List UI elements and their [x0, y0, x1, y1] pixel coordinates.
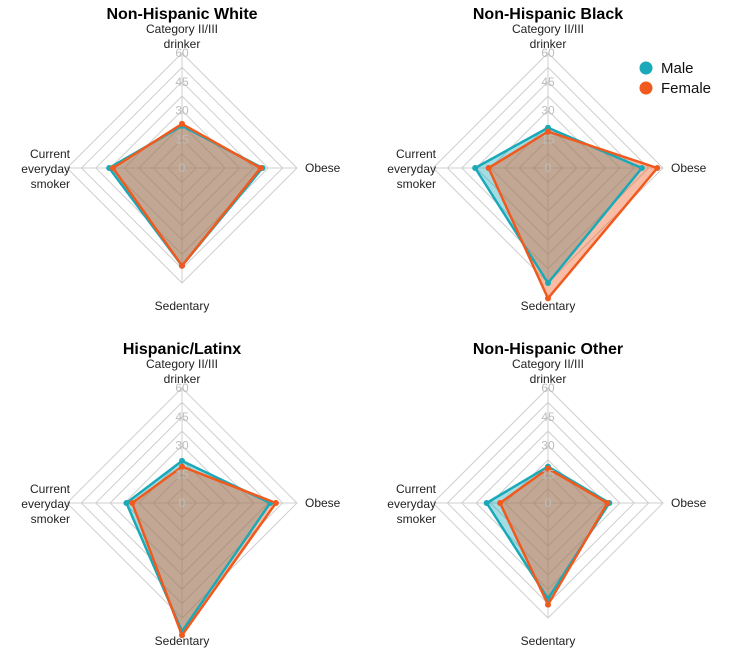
data-point-female: [179, 632, 185, 639]
axis-label: Current: [30, 147, 71, 161]
axis-label: Obese: [671, 496, 707, 510]
legend-marker-male: [639, 61, 653, 75]
axis-label: drinker: [164, 372, 201, 386]
series-area-male: [475, 127, 642, 283]
data-point-female: [545, 465, 551, 472]
legend: Male Female: [639, 60, 711, 97]
axis-label: everyday: [387, 162, 436, 176]
axis-label: everyday: [387, 497, 436, 511]
data-point-female: [179, 120, 185, 127]
data-point-female: [497, 500, 504, 506]
data-point-female: [545, 601, 551, 608]
series-area-female: [500, 468, 608, 605]
radial-tick-label: 30: [175, 104, 189, 118]
series-area-male: [109, 125, 263, 266]
data-point-male: [638, 165, 645, 171]
data-point-female: [604, 500, 611, 506]
data-point-male: [545, 280, 551, 286]
axis-label: Category II/III: [512, 22, 584, 36]
data-point-male: [472, 165, 479, 171]
series-area-female: [488, 131, 658, 299]
axis-label: Current: [396, 482, 437, 496]
radial-tick-label: 45: [175, 75, 189, 89]
axis-label: Obese: [305, 161, 341, 175]
radial-tick-label: 60: [175, 46, 189, 60]
radial-tick-label: 15: [175, 467, 189, 481]
axis-label: Sedentary: [521, 299, 576, 313]
data-point-female: [485, 165, 492, 171]
axis-label: everyday: [21, 497, 70, 511]
radial-tick-label: 30: [175, 439, 189, 453]
radial-tick-label: 60: [541, 381, 555, 395]
radial-tick-label: 15: [541, 132, 555, 146]
axis-label: Category II/III: [512, 357, 584, 371]
data-point-female: [654, 165, 661, 171]
radial-tick-label: 15: [541, 467, 555, 481]
panel-title: Hispanic/Latinx: [123, 341, 241, 358]
axis-label: Current: [396, 147, 437, 161]
radial-tick-label: 30: [541, 439, 555, 453]
panel-title: Non-Hispanic Black: [473, 6, 623, 23]
data-point-female: [272, 500, 279, 506]
axis-label: drinker: [530, 372, 567, 386]
axis-label: smoker: [397, 512, 436, 526]
data-point-female: [179, 262, 185, 269]
axis-label: Category II/III: [146, 22, 218, 36]
axis-label: smoker: [397, 177, 436, 191]
radial-tick-label: 15: [175, 132, 189, 146]
data-point-female: [257, 165, 264, 171]
axis-label: Sedentary: [155, 634, 210, 648]
data-point-male: [483, 500, 490, 506]
data-point-female: [129, 500, 136, 506]
series-area-male: [126, 460, 271, 632]
legend-label-male: Male: [661, 60, 694, 77]
radial-tick-label: 0: [545, 161, 552, 175]
radial-tick-label: 45: [541, 75, 555, 89]
data-point-male: [123, 500, 130, 506]
panel-title: Non-Hispanic White: [106, 6, 257, 23]
series-area-female: [132, 466, 276, 636]
radial-tick-label: 45: [175, 410, 189, 424]
axis-label: Sedentary: [521, 634, 576, 648]
legend-label-female: Female: [661, 80, 711, 97]
data-point-female: [179, 463, 185, 470]
axis-label: everyday: [21, 162, 70, 176]
axis-label: Current: [30, 482, 71, 496]
radial-tick-label: 0: [179, 161, 186, 175]
radial-tick-label: 60: [175, 381, 189, 395]
radial-tick-label: 60: [541, 46, 555, 60]
series-area-male: [486, 466, 610, 599]
legend-marker-female: [639, 81, 653, 95]
panel-title: Non-Hispanic Other: [473, 341, 623, 358]
axis-label: drinker: [164, 37, 201, 51]
axis-label: smoker: [31, 177, 70, 191]
data-point-female: [110, 165, 116, 171]
axis-label: Obese: [671, 161, 707, 175]
axis-label: Sedentary: [155, 299, 210, 313]
axis-label: drinker: [530, 37, 567, 51]
data-point-female: [545, 295, 551, 302]
radial-tick-label: 0: [545, 496, 552, 510]
data-point-male: [179, 457, 185, 464]
radial-tick-label: 0: [179, 496, 186, 510]
data-point-female: [545, 128, 551, 135]
axis-label: Obese: [305, 496, 341, 510]
series-area-female: [113, 123, 261, 266]
axis-label: smoker: [31, 512, 70, 526]
radial-tick-label: 30: [541, 104, 555, 118]
axis-label: Category II/III: [146, 357, 218, 371]
radial-tick-label: 45: [541, 410, 555, 424]
